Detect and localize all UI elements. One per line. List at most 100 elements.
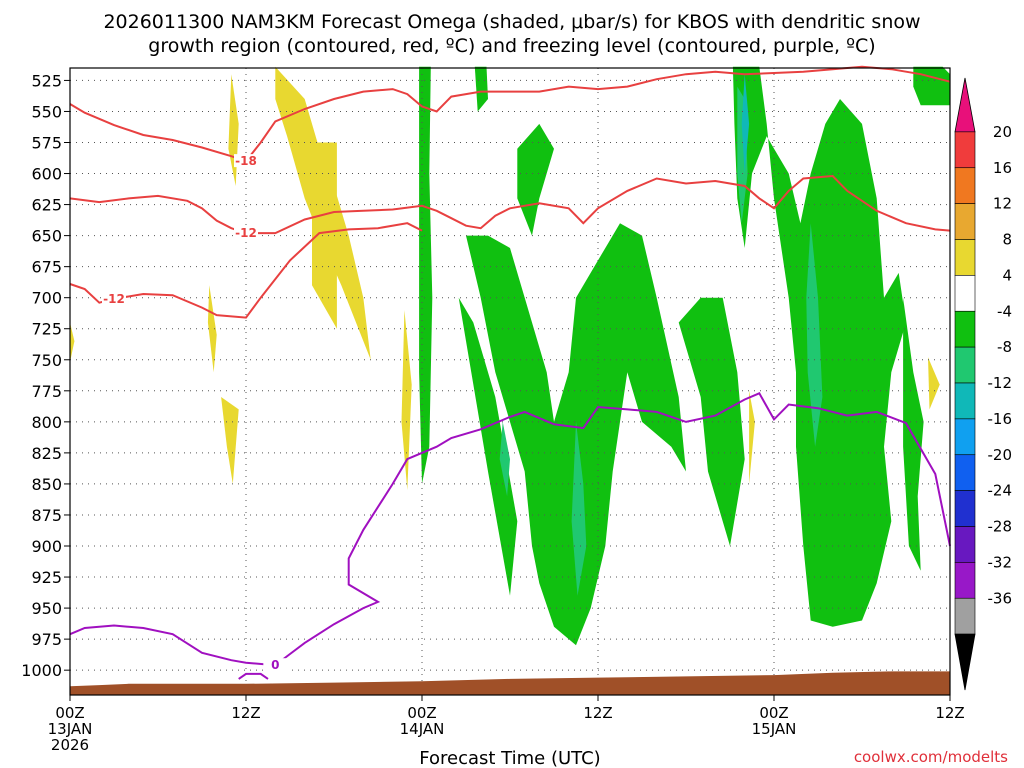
omega-region-22 (741, 74, 750, 174)
colorbar-bin-8 (954, 382, 976, 420)
source-credit: coolwx.com/modelts (854, 748, 1008, 766)
dgz-contour-label-bg-1 (234, 226, 258, 240)
chart-title-line1: 2026011300 NAM3KM Forecast Omega (shaded… (103, 11, 920, 33)
omega-region-7 (928, 357, 940, 410)
ytick-label-775: 775 (31, 382, 62, 401)
omega-region-4 (221, 397, 239, 484)
freezing-contour-label-bg-0 (263, 658, 288, 672)
dgz-contour-label-bg-2 (102, 291, 126, 305)
ytick-label-800: 800 (31, 413, 62, 432)
dgz-contour-label-bg-0 (234, 154, 258, 168)
xtick-label-2-2: 14JAN (400, 720, 445, 738)
ytick-label-1000: 1000 (21, 661, 62, 680)
colorbar-bin-7 (954, 346, 976, 384)
colorbar: 20 16 12 8 4 -4 -8 -12 -16 -20 -24 -28 -32 -36 (954, 77, 1013, 691)
colorbar-bin-6 (954, 310, 976, 348)
freezing-contour-label-0: 0 (271, 658, 279, 672)
colorbar-bin-4 (954, 239, 976, 276)
omega-region-20 (571, 421, 587, 596)
freezing-level-contours: 0 (69, 392, 951, 680)
ytick-label-675: 675 (31, 258, 62, 277)
colorbar-label-0: 20 (993, 123, 1012, 141)
ytick-label-975: 975 (31, 630, 62, 649)
xtick-label-0-3: 2026 (51, 736, 89, 754)
ytick-label-850: 850 (31, 475, 62, 494)
colorbar-bin-10 (954, 454, 976, 491)
ytick-label-900: 900 (31, 537, 62, 556)
colorbar-label-2: 12 (993, 195, 1012, 213)
colorbar-label-13: -36 (988, 589, 1013, 607)
ytick-label-950: 950 (31, 599, 62, 618)
dgz-contour-label-1: -12 (235, 226, 257, 240)
xtick-label-3-1: 12Z (583, 704, 612, 722)
omega-region-21 (499, 421, 510, 497)
omega-region-6 (70, 322, 75, 363)
xtick-label-2-1: 00Z (407, 704, 436, 722)
ytick-label-575: 575 (31, 133, 62, 152)
colorbar-bin-2 (954, 167, 976, 204)
omega-region-2 (228, 74, 239, 186)
plot-frame (69, 67, 951, 696)
xtick-label-4-1: 00Z (759, 704, 788, 722)
omega-region-1 (312, 142, 337, 329)
terrain-fill (70, 671, 950, 695)
omega-region-9 (419, 66, 433, 484)
ytick-label-875: 875 (31, 506, 62, 525)
colorbar-bin-5 (954, 275, 976, 312)
omega-region-5 (401, 310, 412, 491)
xtick-label-1-1: 12Z (231, 704, 260, 722)
colorbar-bin-14 (954, 597, 976, 635)
colorbar-label-10: -24 (988, 482, 1013, 500)
omega-region-8 (749, 390, 755, 484)
colorbar-label-4: 4 (1002, 266, 1012, 284)
colorbar-cap-bottom (954, 633, 976, 691)
ytick-label-525: 525 (31, 71, 62, 90)
pressure-axis: 525 550 575 600 625 650 675 700 725 750 775 800 825 8… (21, 71, 70, 680)
colorbar-bin-9 (954, 418, 976, 456)
xtick-label-0-2: 13JAN (48, 720, 93, 738)
ytick-label-700: 700 (31, 289, 62, 308)
ytick-label-600: 600 (31, 165, 62, 184)
colorbar-label-5: -4 (997, 302, 1012, 320)
omega-region-13 (458, 297, 518, 596)
freezing-contour-line-1 (238, 672, 269, 680)
ytick-label-550: 550 (31, 102, 62, 121)
ytick-label-650: 650 (31, 227, 62, 246)
ytick-label-925: 925 (31, 568, 62, 587)
colorbar-label-6: -8 (997, 338, 1012, 356)
dgz-red-contours: -18 -12 -12 (69, 65, 951, 319)
colorbar-bin-3 (954, 203, 976, 240)
omega-region-11 (517, 123, 554, 236)
xtick-label-4-2: 15JAN (752, 720, 797, 738)
ytick-label-750: 750 (31, 351, 62, 370)
colorbar-bin-1 (954, 131, 976, 169)
colorbar-label-9: -20 (988, 446, 1013, 464)
colorbar-label-11: -28 (988, 518, 1013, 536)
dgz-contour-line-1 (69, 174, 951, 235)
terrain (70, 671, 950, 695)
colorbar-bin-13 (954, 562, 976, 599)
omega-region-17 (913, 66, 950, 106)
omega-region-10 (474, 66, 488, 112)
colorbar-label-1: 16 (993, 159, 1012, 177)
x-axis-label: Forecast Time (UTC) (419, 748, 600, 768)
colorbar-label-3: 8 (1002, 231, 1012, 249)
colorbar-label-8: -16 (988, 410, 1013, 428)
dgz-contour-label-2: -12 (103, 292, 125, 306)
xtick-label-0-1: 00Z (55, 704, 84, 722)
freezing-contour-line-0 (69, 392, 951, 667)
colorbar-cap-top (954, 77, 976, 133)
colorbar-label-12: -32 (988, 553, 1013, 571)
omega-region-15 (678, 297, 745, 546)
colorbar-bin-11 (954, 490, 976, 527)
xtick-label-5-1: 12Z (935, 704, 964, 722)
omega-region-19 (806, 223, 823, 447)
colorbar-label-7: -12 (988, 374, 1013, 392)
colorbar-bin-12 (954, 526, 976, 563)
chart-title-line2: growth region (contoured, red, ºC) and f… (148, 35, 875, 57)
ytick-label-725: 725 (31, 320, 62, 339)
dgz-contour-line-0 (69, 65, 951, 163)
omega-shading-layer (70, 66, 950, 646)
